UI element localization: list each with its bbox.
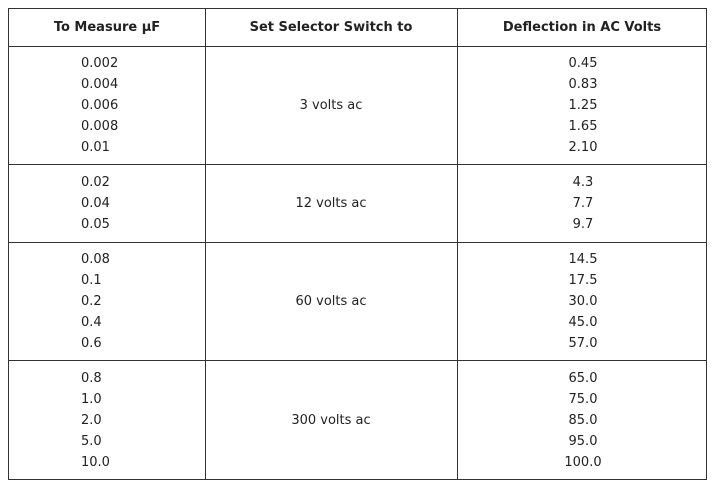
measure-value: 0.1 xyxy=(81,272,102,288)
row-divider xyxy=(9,242,706,243)
measure-value: 0.04 xyxy=(81,195,110,211)
deflection-value: 95.0 xyxy=(568,434,598,449)
measure-value: 0.08 xyxy=(81,251,110,267)
measure-value: 0.002 xyxy=(81,55,119,71)
switch-setting: 3 volts ac xyxy=(299,97,363,113)
measure-value: 2.0 xyxy=(81,413,102,428)
deflection-value: 17.5 xyxy=(568,272,598,288)
deflection-value: 1.65 xyxy=(568,118,598,134)
row-divider xyxy=(9,360,706,361)
measure-value: 1.0 xyxy=(81,392,102,407)
measure-value: 0.008 xyxy=(81,118,119,134)
switch-setting: 60 volts ac xyxy=(295,293,367,309)
measure-value: 0.004 xyxy=(81,76,119,92)
measure-value: 0.6 xyxy=(81,335,102,351)
measure-value: 0.02 xyxy=(81,174,110,190)
row-divider xyxy=(9,46,706,47)
switch-setting: 12 volts ac xyxy=(295,195,367,211)
measure-value: 5.0 xyxy=(81,434,102,449)
deflection-value: 30.0 xyxy=(568,293,598,309)
row-divider xyxy=(9,164,706,165)
deflection-value: 45.0 xyxy=(568,314,598,330)
measure-value: 0.4 xyxy=(81,314,102,330)
deflection-value: 7.7 xyxy=(572,195,594,211)
deflection-value: 9.7 xyxy=(572,216,594,232)
measure-value: 0.2 xyxy=(81,293,102,309)
table: To Measure μF Set Selector Switch to Def… xyxy=(8,8,707,480)
measure-value: 0.006 xyxy=(81,97,119,113)
measure-value: 0.05 xyxy=(81,216,110,232)
deflection-value: 1.25 xyxy=(568,97,598,113)
deflection-value: 0.83 xyxy=(568,76,598,92)
deflection-value: 57.0 xyxy=(568,335,598,351)
header-cell: Deflection in AC Volts xyxy=(502,20,662,35)
header-cell: Set Selector Switch to xyxy=(249,20,413,35)
deflection-value: 4.3 xyxy=(572,174,594,190)
measure-value: 10.0 xyxy=(81,455,110,470)
deflection-value: 2.10 xyxy=(568,139,598,155)
deflection-value: 0.45 xyxy=(568,55,598,71)
measure-value: 0.01 xyxy=(81,139,110,155)
deflection-value: 65.0 xyxy=(568,371,598,386)
deflection-value: 14.5 xyxy=(568,251,598,267)
measure-value: 0.8 xyxy=(81,371,102,386)
deflection-value: 100.0 xyxy=(564,455,602,470)
deflection-value: 85.0 xyxy=(568,413,598,428)
column-divider xyxy=(457,9,458,479)
header-cell: To Measure μF xyxy=(53,20,161,35)
switch-setting: 300 volts ac xyxy=(291,413,371,428)
deflection-value: 75.0 xyxy=(568,392,598,407)
column-divider xyxy=(205,9,206,479)
